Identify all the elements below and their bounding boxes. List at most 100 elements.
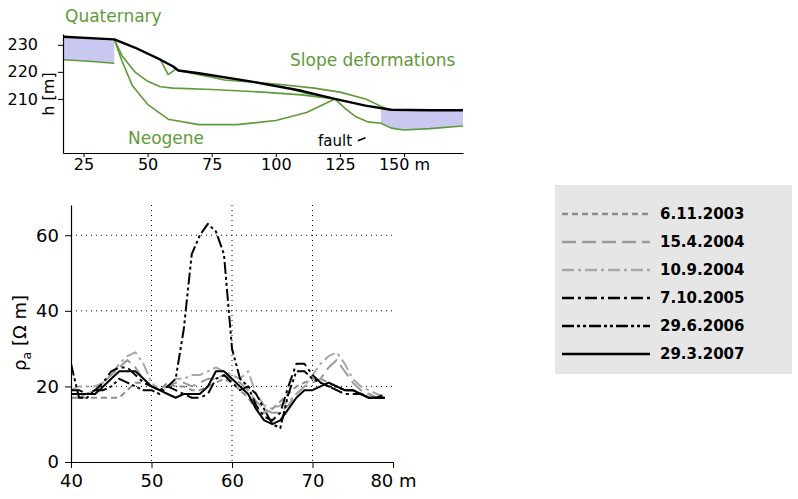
tick-label: 60: [36, 224, 59, 245]
panel: 25 50 75 100 125 150 m 210 220 230h [m] Quaternar…: [7, 6, 463, 174]
tick-label: 75: [202, 155, 222, 174]
tick-label: 220: [7, 62, 38, 81]
line: [63, 60, 114, 64]
legend-item: 15.4.2004: [562, 233, 744, 251]
tick: 100: [261, 153, 292, 174]
tick-mark: [152, 462, 153, 468]
legend-label: 29.3.2007: [660, 345, 744, 363]
tick-mark: [65, 311, 71, 312]
legend-label: 7.10.2005: [660, 289, 744, 307]
tick-mark: [393, 462, 394, 468]
legend-swatch: [562, 325, 650, 328]
legend-label: 29.6.2006: [660, 317, 744, 335]
tick: 40: [36, 300, 71, 321]
legend: 6.11.2003 15.4.2004 10.9.2004 7.10.2005 29.6…: [555, 185, 792, 374]
tick-label: 100: [261, 155, 292, 174]
legend-item: 29.3.2007: [562, 345, 744, 363]
area: [63, 37, 114, 64]
tick: 75: [202, 153, 222, 174]
tick-mark: [65, 235, 71, 236]
tick-label: 50: [138, 155, 158, 174]
axis-line: [71, 206, 72, 463]
tick-label: 80 m: [370, 470, 416, 491]
tick: 230: [7, 35, 63, 54]
annotation: Slope deformations: [290, 50, 455, 70]
tick-label: 0: [48, 451, 59, 472]
plot-area: [63, 37, 463, 141]
line: [71, 224, 385, 428]
tick: 25: [74, 153, 94, 174]
line: [71, 379, 385, 413]
tick-label: 25: [74, 155, 94, 174]
y-axis-title: ρa [Ω m]: [9, 295, 34, 371]
grid-line: [71, 235, 393, 236]
annotation: fault: [318, 132, 352, 150]
legend-swatch: [562, 213, 650, 216]
plot-area: [71, 224, 385, 428]
legend-swatch: [562, 297, 650, 300]
tick: 20: [36, 376, 71, 397]
legend-label: 15.4.2004: [660, 233, 744, 251]
tick-label: 40: [36, 300, 59, 321]
tick-label: 50: [141, 470, 164, 491]
tick: 50: [138, 153, 158, 174]
line: [71, 352, 385, 409]
legend-swatch: [562, 269, 650, 272]
tick-mark: [232, 462, 233, 468]
chart-svg: 25 50 75 100 125 150 m 210 220 230h [m] Quaternar…: [0, 0, 798, 499]
line: [335, 99, 381, 123]
tick-label: 230: [7, 35, 38, 54]
legend-label: 10.9.2004: [660, 261, 744, 279]
line: [71, 371, 385, 424]
tick-mark: [313, 462, 314, 468]
tick: 70: [302, 462, 325, 491]
line: [381, 123, 463, 130]
tick-label: 210: [7, 90, 38, 109]
tick-label: 40: [60, 470, 83, 491]
legend-item: 6.11.2003: [562, 205, 744, 223]
tick: 40: [60, 462, 83, 491]
tick: 0: [48, 451, 71, 472]
tick-mark: [58, 45, 63, 46]
legend-item: 29.6.2006: [562, 317, 744, 335]
y-axis: 0 20 40 60: [36, 206, 71, 473]
tick-mark: [65, 462, 71, 463]
grid-line: [71, 386, 393, 387]
grid-line: [71, 310, 393, 311]
panel: 40 50 60 70 80 m 0 20 40 60 ρa [Ω m] 6.11.2003 15.4…: [9, 185, 792, 491]
tick-mark: [65, 386, 71, 387]
legend-item: 7.10.2005: [562, 289, 744, 307]
grid-line: [312, 205, 313, 462]
x-axis: 40 50 60 70 80 m: [60, 462, 417, 491]
line: [358, 138, 366, 141]
tick-label: 70: [302, 470, 325, 491]
tick: 125: [325, 153, 356, 174]
annotation: Neogene: [128, 128, 204, 148]
tick: 60: [36, 224, 71, 245]
legend-item: 10.9.2004: [562, 261, 744, 279]
tick: 80 m: [370, 462, 416, 491]
tick: 50: [141, 462, 164, 491]
tick-label: 150 m: [379, 155, 430, 174]
tick-mark: [58, 99, 63, 100]
axis-line: [64, 153, 464, 154]
legend-label: 6.11.2003: [660, 205, 744, 223]
annotation: Quaternary: [65, 6, 162, 26]
legend-swatch: [562, 241, 650, 244]
tick-mark: [58, 72, 63, 73]
grid-line: [151, 205, 152, 462]
x-axis: 25 50 75 100 125 150 m: [64, 153, 464, 174]
tick-label: 125: [325, 155, 356, 174]
legend-swatch: [562, 353, 650, 356]
tick-label: 60: [221, 470, 244, 491]
tick-mark: [71, 462, 72, 468]
tick-label: 20: [36, 376, 59, 397]
line: [63, 37, 463, 111]
legend-box: [555, 185, 792, 374]
tick: 150 m: [379, 153, 430, 174]
grid: [71, 205, 393, 462]
figure: 25 50 75 100 125 150 m 210 220 230h [m] Quaternar…: [0, 0, 798, 499]
y-axis: 210 220 230: [7, 35, 63, 154]
y-axis-title: h [m]: [39, 72, 58, 115]
axis-line: [63, 35, 64, 154]
